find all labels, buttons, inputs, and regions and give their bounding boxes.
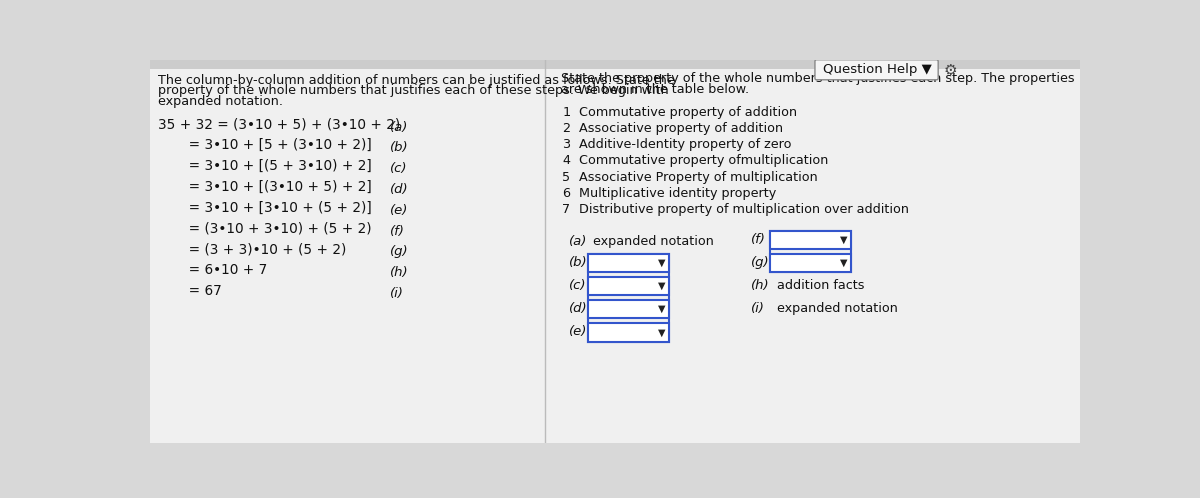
Text: (i): (i) — [390, 287, 404, 300]
Text: (c): (c) — [390, 162, 408, 175]
Text: 7: 7 — [563, 203, 570, 216]
Text: = (3 + 3)•10 + (5 + 2): = (3 + 3)•10 + (5 + 2) — [157, 242, 346, 256]
Text: ▼: ▼ — [840, 235, 847, 245]
Text: (h): (h) — [751, 279, 769, 292]
Text: ▼: ▼ — [658, 258, 665, 268]
Bar — [770, 254, 851, 272]
Text: 2: 2 — [563, 122, 570, 135]
Text: (c): (c) — [569, 279, 586, 292]
Text: are shown in the table below.: are shown in the table below. — [560, 83, 749, 96]
Bar — [770, 231, 851, 249]
Text: ▼: ▼ — [658, 281, 665, 291]
Bar — [545, 60, 1080, 443]
Bar — [150, 60, 1080, 69]
Text: Commutative property of addition: Commutative property of addition — [580, 106, 798, 119]
Text: = 3•10 + [(3•10 + 5) + 2]: = 3•10 + [(3•10 + 5) + 2] — [157, 180, 372, 194]
Text: ⚙: ⚙ — [943, 62, 958, 77]
Text: Commutative property ofmultiplication: Commutative property ofmultiplication — [580, 154, 829, 167]
Text: 1: 1 — [563, 106, 570, 119]
Text: Associative property of addition: Associative property of addition — [580, 122, 784, 135]
Text: (a): (a) — [569, 235, 587, 248]
Text: (h): (h) — [390, 266, 409, 279]
Text: expanded notation: expanded notation — [776, 302, 898, 315]
Text: = 3•10 + [3•10 + (5 + 2)]: = 3•10 + [3•10 + (5 + 2)] — [157, 201, 372, 215]
Text: State the property of the whole numbers that justifies each step. The properties: State the property of the whole numbers … — [560, 72, 1074, 85]
Text: (b): (b) — [569, 256, 587, 269]
Text: (f): (f) — [751, 233, 766, 246]
Text: 3: 3 — [563, 138, 570, 151]
Text: = 6•10 + 7: = 6•10 + 7 — [157, 263, 266, 277]
Text: (a): (a) — [390, 121, 409, 133]
Text: Question Help ▼: Question Help ▼ — [822, 63, 931, 76]
Text: Associative Property of multiplication: Associative Property of multiplication — [580, 171, 818, 184]
Text: Distributive property of multiplication over addition: Distributive property of multiplication … — [580, 203, 910, 216]
Text: addition facts: addition facts — [776, 279, 864, 292]
Text: (e): (e) — [569, 325, 587, 339]
Bar — [588, 323, 670, 342]
Text: ▼: ▼ — [658, 304, 665, 314]
Text: 5: 5 — [563, 171, 570, 184]
Text: = 67: = 67 — [157, 284, 222, 298]
Text: (g): (g) — [751, 256, 769, 269]
Text: 6: 6 — [563, 187, 570, 200]
Text: Additive-Identity property of zero: Additive-Identity property of zero — [580, 138, 792, 151]
Text: (g): (g) — [390, 246, 409, 258]
Text: = 3•10 + [(5 + 3•10) + 2]: = 3•10 + [(5 + 3•10) + 2] — [157, 159, 372, 173]
Text: 4: 4 — [563, 154, 570, 167]
Bar — [588, 254, 670, 272]
Text: Multiplicative identity property: Multiplicative identity property — [580, 187, 776, 200]
Text: expanded notation: expanded notation — [593, 235, 714, 248]
Bar — [588, 254, 670, 342]
Bar — [588, 277, 670, 295]
Text: (i): (i) — [751, 302, 764, 315]
Text: (d): (d) — [569, 302, 587, 315]
Text: = (3•10 + 3•10) + (5 + 2): = (3•10 + 3•10) + (5 + 2) — [157, 222, 371, 236]
Text: The column-by-column addition of numbers can be justified as follows. State the: The column-by-column addition of numbers… — [157, 74, 674, 87]
Text: (d): (d) — [390, 183, 409, 196]
Text: (b): (b) — [390, 141, 409, 154]
Text: (f): (f) — [390, 225, 406, 238]
FancyBboxPatch shape — [815, 60, 938, 80]
Text: expanded notation.: expanded notation. — [157, 95, 283, 108]
Text: property of the whole numbers that justifies each of these steps. We begin with: property of the whole numbers that justi… — [157, 84, 668, 98]
Bar — [150, 60, 545, 443]
Bar — [588, 300, 670, 319]
Text: 35 + 32 = (3•10 + 5) + (3•10 + 2): 35 + 32 = (3•10 + 5) + (3•10 + 2) — [157, 118, 400, 131]
Bar — [770, 231, 851, 272]
Text: ▼: ▼ — [840, 258, 847, 268]
Text: = 3•10 + [5 + (3•10 + 2)]: = 3•10 + [5 + (3•10 + 2)] — [157, 138, 372, 152]
Text: ▼: ▼ — [658, 327, 665, 337]
Text: (e): (e) — [390, 204, 409, 217]
